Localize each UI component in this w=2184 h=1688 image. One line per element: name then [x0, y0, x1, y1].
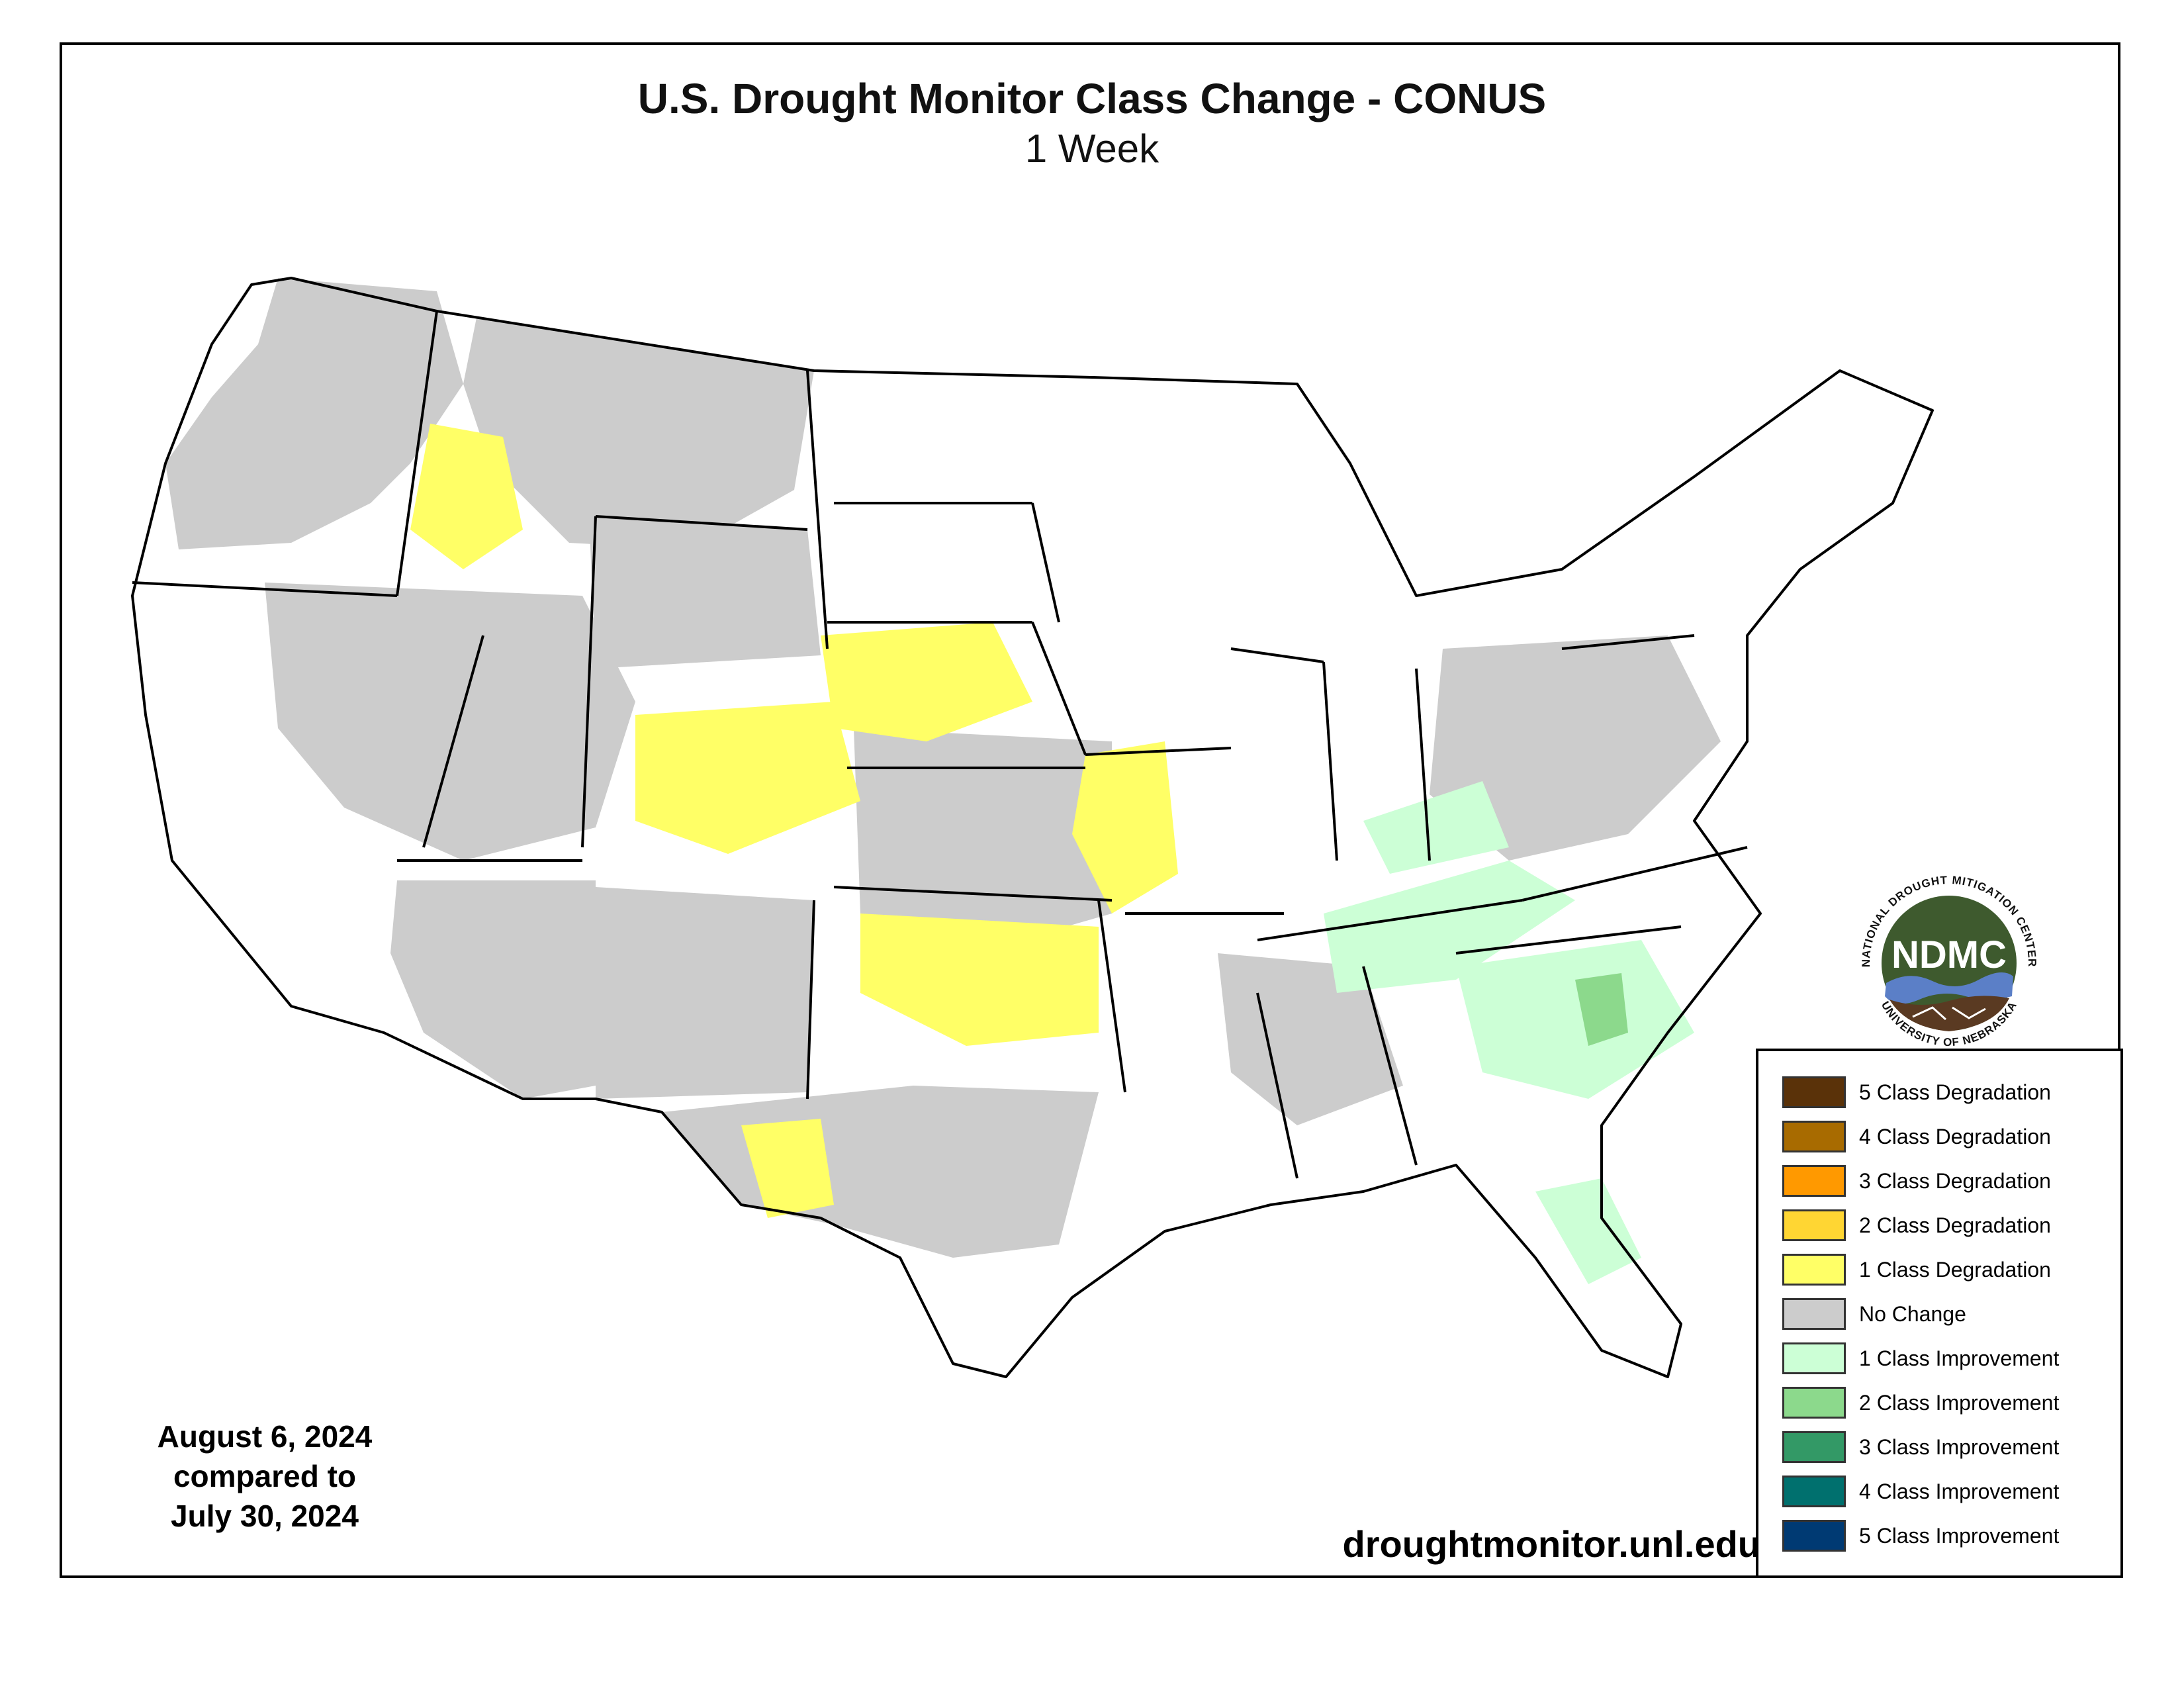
- legend-label: 1 Class Improvement: [1859, 1346, 2060, 1370]
- state-border-line: [1322, 661, 1338, 861]
- drought-region: [1363, 781, 1509, 874]
- state-border-line: [1455, 925, 1682, 955]
- legend-swatch: [1782, 1121, 1846, 1152]
- state-border-line: [1415, 668, 1431, 861]
- legend-item: 4 Class Degradation: [1782, 1118, 2051, 1155]
- state-border-line: [1257, 899, 1523, 941]
- legend-swatch: [1782, 1076, 1846, 1108]
- drought-region: [265, 583, 635, 861]
- legend-label: 5 Class Degradation: [1859, 1080, 2051, 1104]
- state-border-line: [1256, 992, 1298, 1179]
- drought-region: [390, 880, 596, 1099]
- state-border-line: [1031, 622, 1087, 755]
- map-title: U.S. Drought Monitor Class Change - CONU…: [637, 75, 1547, 122]
- legend-label: 4 Class Degradation: [1859, 1124, 2051, 1149]
- drought-region: [662, 1086, 1099, 1258]
- legend-item: 3 Class Degradation: [1782, 1162, 2051, 1199]
- legend-swatch: [1782, 1520, 1846, 1552]
- logo-earth: [1889, 996, 2009, 1031]
- drought-region: [1218, 953, 1403, 1125]
- state-border-line: [1362, 966, 1418, 1166]
- legend-swatch: [1782, 1476, 1846, 1507]
- state-border-line: [1031, 502, 1060, 623]
- legend-swatch: [1782, 1342, 1846, 1374]
- drought-region: [165, 278, 463, 549]
- drought-region: [821, 622, 1032, 741]
- state-borders: [131, 277, 1934, 1378]
- drought-region: [1456, 940, 1694, 1099]
- legend-label: 4 Class Improvement: [1859, 1479, 2060, 1503]
- legend-swatch: [1782, 1209, 1846, 1241]
- legend-item: 1 Class Degradation: [1782, 1251, 2051, 1288]
- drought-region: [596, 887, 814, 1099]
- drought-region: [1535, 1178, 1641, 1284]
- legend-item: 5 Class Degradation: [1782, 1074, 2051, 1111]
- current-date: August 6, 2024: [157, 1419, 373, 1454]
- drought-region: [589, 516, 821, 669]
- previous-date: July 30, 2024: [171, 1499, 359, 1533]
- legend-item: 2 Class Improvement: [1782, 1384, 2059, 1421]
- legend-label: 2 Class Improvement: [1859, 1390, 2060, 1415]
- legend-item: No Change: [1782, 1295, 1966, 1333]
- drought-region: [741, 1119, 834, 1218]
- map-subtitle: 1 Week: [1024, 126, 1160, 171]
- drought-region: [635, 702, 860, 854]
- website-url[interactable]: droughtmonitor.unl.edu: [1342, 1523, 1760, 1565]
- ndmc-logo: NATIONAL DROUGHT MITIGATION CENTER UNIVE…: [1850, 864, 2048, 1062]
- legend-label: 5 Class Improvement: [1859, 1523, 2060, 1548]
- legend-label: 3 Class Degradation: [1859, 1168, 2051, 1193]
- legend: 5 Class Degradation 4 Class Degradation 3 …: [1756, 1049, 2123, 1578]
- legend-item: 4 Class Improvement: [1782, 1473, 2059, 1510]
- state-border-line: [396, 310, 438, 596]
- state-border-line: [132, 581, 398, 597]
- legend-item: 2 Class Degradation: [1782, 1207, 2051, 1244]
- drought-region: [1324, 861, 1575, 993]
- date-comparison: August 6, 2024 compared to July 30, 2024: [113, 1417, 417, 1536]
- drought-region: [1575, 973, 1628, 1046]
- state-border-line: [595, 515, 808, 531]
- state-border-line: [833, 886, 1113, 902]
- drought-change-regions: [165, 278, 1721, 1284]
- state-border-line: [806, 370, 829, 649]
- legend-item: 3 Class Improvement: [1782, 1429, 2059, 1466]
- drought-region: [463, 318, 814, 549]
- state-border-line: [1230, 647, 1324, 663]
- drought-region: [410, 424, 523, 569]
- legend-label: 1 Class Degradation: [1859, 1257, 2051, 1282]
- drought-region: [1430, 635, 1721, 861]
- state-border-line: [1085, 747, 1232, 756]
- legend-swatch: [1782, 1298, 1846, 1330]
- state-border-line: [1522, 846, 1748, 902]
- legend-label: No Change: [1859, 1301, 1966, 1326]
- legend-swatch: [1782, 1387, 1846, 1419]
- compared-to-label: compared to: [173, 1459, 357, 1493]
- drought-region: [854, 728, 1112, 940]
- state-border-line: [1097, 900, 1126, 1093]
- state-border-line: [806, 900, 815, 1100]
- drought-region: [1072, 741, 1178, 914]
- legend-label: 2 Class Degradation: [1859, 1213, 2051, 1237]
- state-border-line: [131, 277, 1934, 1378]
- legend-item: 5 Class Improvement: [1782, 1517, 2059, 1554]
- legend-swatch: [1782, 1165, 1846, 1197]
- legend-swatch: [1782, 1254, 1846, 1286]
- legend-label: 3 Class Improvement: [1859, 1434, 2060, 1459]
- drought-region: [860, 914, 1099, 1046]
- state-border-line: [1561, 634, 1695, 650]
- state-border-line: [422, 635, 484, 848]
- legend-item: 1 Class Improvement: [1782, 1340, 2059, 1377]
- logo-acronym: NDMC: [1891, 933, 2007, 976]
- state-border-line: [581, 516, 597, 848]
- legend-swatch: [1782, 1431, 1846, 1463]
